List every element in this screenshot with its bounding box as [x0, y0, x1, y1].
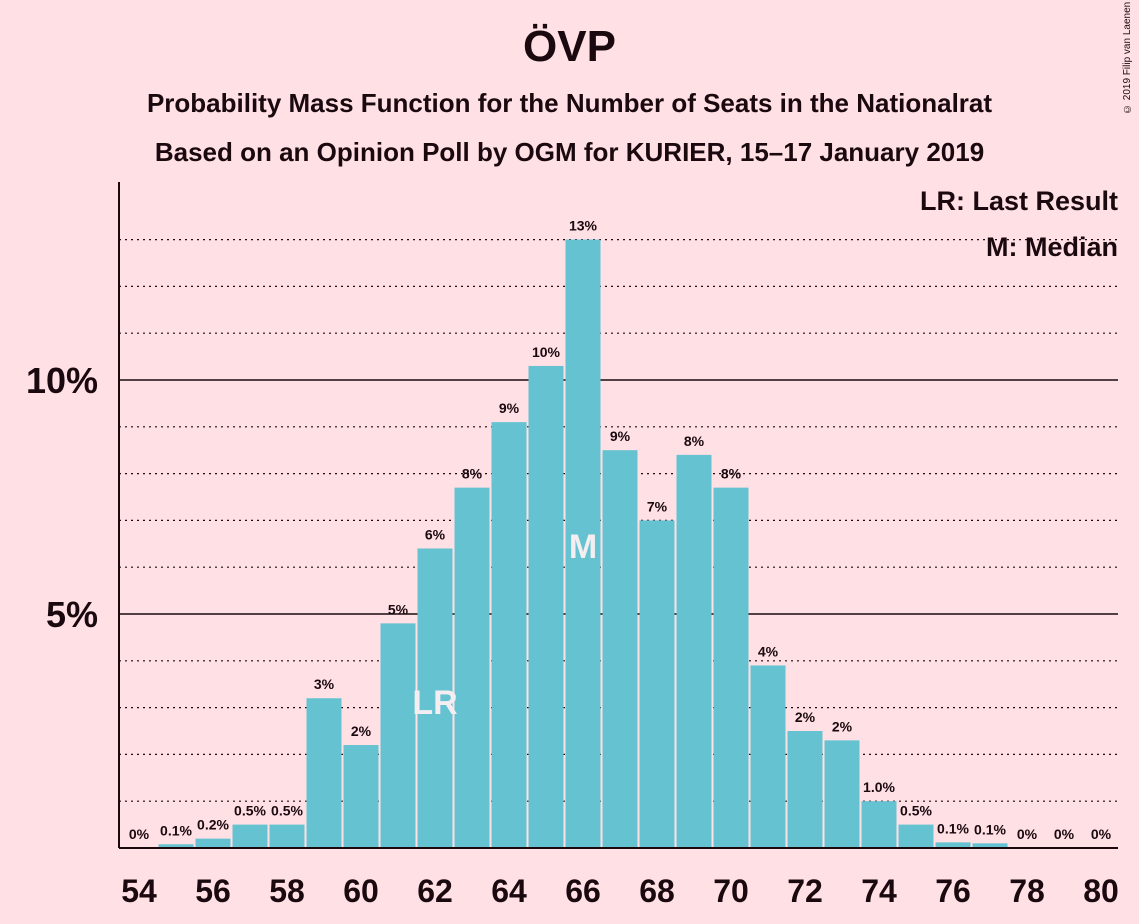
bar-seat-65 [528, 365, 564, 848]
x-tick-label: 62 [417, 873, 453, 909]
bar-value-label: 0% [129, 826, 150, 842]
chart-subtitle: Probability Mass Function for the Number… [146, 88, 993, 118]
bar-seat-77 [972, 843, 1008, 848]
x-tick-label: 80 [1083, 873, 1119, 909]
bar-seat-66 [565, 239, 601, 849]
chart-title: ÖVP [523, 22, 616, 71]
bar-value-label: 13% [569, 218, 598, 234]
bar-value-label: 8% [721, 466, 742, 482]
y-tick-label: 5% [46, 594, 98, 635]
bar-seat-63 [454, 487, 490, 848]
bar-seat-71 [750, 665, 786, 848]
x-tick-label: 58 [269, 873, 305, 909]
bar-seat-60 [343, 745, 379, 848]
bar-value-label: 0.1% [974, 821, 1006, 837]
legend-last-result: LR: Last Result [919, 186, 1118, 216]
bar-seat-55 [158, 844, 194, 848]
bar-value-label: 2% [351, 723, 372, 739]
bar-seat-72 [787, 731, 823, 848]
bar-seat-76 [935, 842, 971, 848]
bar-value-label: 0% [1091, 826, 1112, 842]
bar-seat-56 [195, 838, 231, 848]
bar-value-label: 0.5% [271, 803, 303, 819]
bar-value-label: 9% [610, 428, 631, 444]
bar-value-label: 0.5% [900, 803, 932, 819]
last-result-marker: LR [412, 684, 457, 722]
legend-median: M: Median [986, 232, 1118, 262]
bar-seat-62 [417, 548, 453, 848]
bar-value-label: 1.0% [863, 779, 895, 795]
x-tick-label: 68 [639, 873, 675, 909]
bar-seat-59 [306, 698, 342, 848]
bar-seat-75 [898, 824, 934, 848]
x-tick-label: 64 [491, 873, 527, 909]
bar-seat-58 [269, 824, 305, 848]
bar-seat-68 [639, 520, 675, 848]
chart-subtitle-source: Based on an Opinion Poll by OGM for KURI… [154, 137, 985, 167]
bar-value-label: 6% [425, 526, 446, 542]
bar-value-label: 8% [684, 433, 705, 449]
bar-value-label: 0% [1054, 826, 1075, 842]
bar-value-label: 0.2% [197, 817, 229, 833]
bar-value-label: 0.1% [160, 822, 192, 838]
bar-value-label: 0% [1017, 826, 1038, 842]
x-tick-label: 54 [121, 873, 157, 909]
bar-value-label: 9% [499, 400, 520, 416]
bar-value-label: 3% [314, 676, 335, 692]
bar-seat-61 [380, 623, 416, 848]
x-tick-label: 74 [861, 873, 897, 909]
x-tick-label: 70 [713, 873, 749, 909]
bar-seat-69 [676, 454, 712, 848]
bar-seat-57 [232, 824, 268, 848]
bar-seat-64 [491, 422, 527, 848]
bar-value-label: 2% [795, 709, 816, 725]
x-tick-label: 72 [787, 873, 823, 909]
bar-value-label: 0.1% [937, 820, 969, 836]
bar-value-label: 10% [532, 344, 561, 360]
bar-seat-73 [824, 740, 860, 848]
bar-value-label: 5% [388, 601, 409, 617]
bar-value-label: 2% [832, 718, 853, 734]
median-marker: M [569, 528, 597, 566]
y-tick-label: 10% [26, 360, 98, 401]
x-tick-label: 56 [195, 873, 231, 909]
bar-seat-70 [713, 487, 749, 848]
x-tick-label: 76 [935, 873, 971, 909]
x-tick-label: 60 [343, 873, 379, 909]
bar-seat-74 [861, 801, 897, 848]
bar-seat-67 [602, 450, 638, 848]
bar-value-label: 8% [462, 466, 483, 482]
bar-value-label: 7% [647, 498, 668, 514]
bar-value-label: 0.5% [234, 803, 266, 819]
x-tick-label: 66 [565, 873, 601, 909]
x-tick-label: 78 [1009, 873, 1045, 909]
bar-value-label: 4% [758, 643, 779, 659]
